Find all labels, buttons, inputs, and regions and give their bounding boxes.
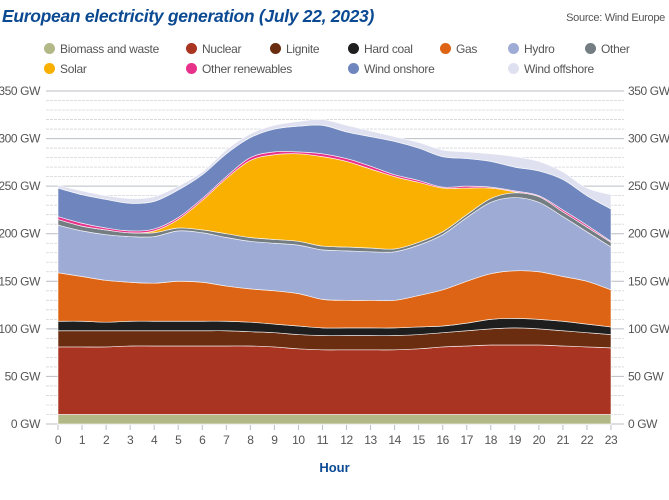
- y-tick-label-left: 350 GW: [0, 84, 41, 98]
- legend-item: Hard coal: [348, 42, 413, 56]
- x-tick-label: 18: [485, 433, 498, 447]
- legend-item: Wind onshore: [348, 62, 435, 76]
- area-wind-offshore: [57, 119, 612, 210]
- legend-label: Other: [601, 42, 630, 56]
- x-tick-label: 4: [151, 433, 158, 447]
- x-tick-label: 13: [364, 433, 377, 447]
- legend-swatch: [270, 43, 281, 54]
- legend-label: Wind offshore: [524, 62, 594, 76]
- x-tick-label: 7: [223, 433, 230, 447]
- legend-label: Hydro: [524, 42, 555, 56]
- legend-item: Other: [585, 42, 630, 56]
- x-axis-label: Hour: [319, 460, 349, 475]
- y-tick-label-left: 200 GW: [0, 227, 41, 241]
- legend-swatch: [44, 43, 55, 54]
- x-tick-label: 20: [533, 433, 546, 447]
- legend-item: Nuclear: [186, 42, 242, 56]
- chart-title: European electricity generation (July 22…: [2, 6, 375, 26]
- legend-label: Hard coal: [364, 42, 413, 56]
- x-tick-label: 5: [175, 433, 182, 447]
- legend-swatch: [585, 43, 596, 54]
- legend-swatch: [508, 43, 519, 54]
- y-tick-label-left: 300 GW: [0, 132, 41, 146]
- x-tick-label: 23: [605, 433, 618, 447]
- y-tick-label-right: 200 GW: [628, 227, 669, 241]
- legend-swatch: [440, 43, 451, 54]
- legend-swatch: [44, 63, 55, 74]
- legend-label: Wind onshore: [364, 62, 435, 76]
- legend-label: Gas: [456, 42, 478, 56]
- legend-label: Other renewables: [202, 62, 292, 76]
- y-tick-label-left: 0 GW: [11, 417, 41, 431]
- x-tick-label: 22: [581, 433, 594, 447]
- area-biomass-and-waste: [57, 414, 612, 425]
- x-tick-label: 19: [509, 433, 522, 447]
- x-tick-label: 21: [557, 433, 570, 447]
- legend-label: Biomass and waste: [60, 42, 159, 56]
- y-tick-label-right: 50 GW: [628, 369, 664, 383]
- x-tick-label: 0: [55, 433, 62, 447]
- legend-swatch: [508, 63, 519, 74]
- x-tick-label: 14: [388, 433, 401, 447]
- y-tick-label-right: 150 GW: [628, 274, 669, 288]
- legend-swatch: [348, 63, 359, 74]
- y-tick-label-right: 100 GW: [628, 322, 669, 336]
- legend-item: Gas: [440, 42, 477, 56]
- x-tick-label: 2: [103, 433, 110, 447]
- legend-label: Lignite: [286, 42, 320, 56]
- legend-item: Wind offshore: [508, 62, 594, 76]
- legend-item: Hydro: [508, 42, 555, 56]
- source-note: Source: Wind Europe: [566, 12, 665, 24]
- x-tick-label: 9: [271, 433, 278, 447]
- y-tick-label-right: 350 GW: [628, 84, 669, 98]
- area-nuclear: [57, 344, 612, 415]
- legend-swatch: [186, 63, 197, 74]
- legend: Biomass and waste Nuclear Lignite Hard coal…: [0, 42, 669, 82]
- y-tick-label-left: 50 GW: [5, 369, 41, 383]
- y-tick-label-left: 250 GW: [0, 179, 41, 193]
- legend-swatch: [186, 43, 197, 54]
- x-tick-label: 10: [292, 433, 305, 447]
- x-tick-label: 15: [412, 433, 425, 447]
- y-tick-label-right: 300 GW: [628, 132, 669, 146]
- legend-item: Other renewables: [186, 62, 292, 76]
- legend-swatch: [348, 43, 359, 54]
- y-tick-label-right: 250 GW: [628, 179, 669, 193]
- x-tick-label: 8: [247, 433, 254, 447]
- legend-item: Biomass and waste: [44, 42, 159, 56]
- x-tick-label: 12: [340, 433, 353, 447]
- legend-label: Nuclear: [202, 42, 242, 56]
- x-tick-label: 6: [199, 433, 206, 447]
- y-tick-label-left: 100 GW: [0, 322, 41, 336]
- legend-label: Solar: [60, 62, 87, 76]
- x-tick-label: 16: [436, 433, 449, 447]
- legend-item: Solar: [44, 62, 87, 76]
- legend-item: Lignite: [270, 42, 320, 56]
- x-tick-label: 17: [460, 433, 473, 447]
- x-tick-label: 1: [79, 433, 86, 447]
- x-tick-label: 11: [317, 433, 329, 447]
- x-tick-label: 3: [127, 433, 134, 447]
- y-tick-label-right: 0 GW: [628, 417, 658, 431]
- y-tick-label-left: 150 GW: [0, 274, 41, 288]
